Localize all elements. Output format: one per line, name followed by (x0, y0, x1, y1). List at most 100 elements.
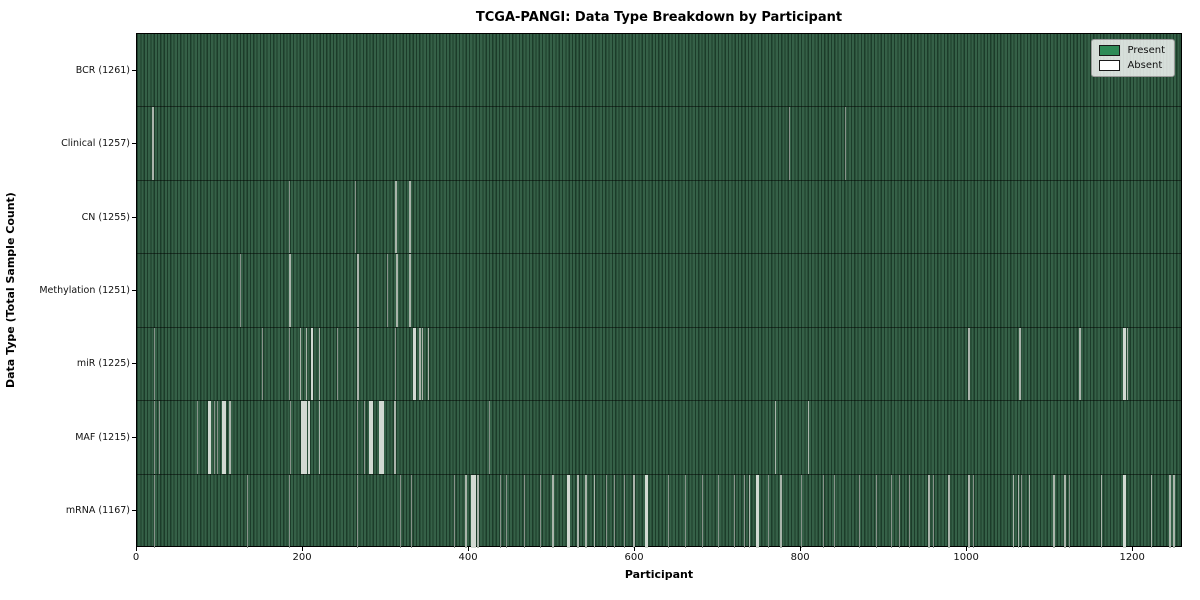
absent-mark (718, 474, 720, 548)
absent-mark (701, 474, 703, 548)
absent-mark (1017, 474, 1020, 548)
row-band-bcr (137, 34, 1181, 108)
absent-mark (909, 474, 911, 548)
absent-mark (159, 401, 161, 474)
absent-mark (743, 474, 745, 548)
x-tick-label-1200: 1200 (1119, 552, 1145, 563)
row-band-maf (137, 401, 1181, 475)
x-tick-label-800: 800 (790, 552, 810, 563)
absent-mark (967, 474, 970, 548)
absent-mark (488, 401, 490, 474)
absent-mark (247, 474, 249, 548)
absent-mark (539, 474, 541, 548)
absent-mark (967, 327, 970, 401)
absent-mark (1100, 474, 1103, 548)
x-tick-mark (136, 547, 137, 551)
absent-mark (859, 474, 861, 548)
absent-mark (369, 401, 373, 474)
absent-mark (386, 254, 388, 327)
absent-mark (221, 401, 226, 474)
absent-mark (364, 401, 366, 474)
x-tick-label-200: 200 (292, 552, 312, 563)
absent-mark (1168, 474, 1171, 548)
x-tick-mark (468, 547, 470, 551)
absent-mark (153, 401, 155, 474)
y-tick-mark (132, 216, 136, 218)
absent-mark (310, 327, 313, 401)
absent-mark (613, 474, 615, 548)
absent-mark (845, 107, 847, 180)
absent-mark (216, 401, 218, 474)
absent-mark (1053, 474, 1056, 548)
absent-mark (196, 401, 198, 474)
absent-mark (499, 474, 501, 548)
absent-mark (239, 254, 241, 327)
plot-area: Present Absent (136, 33, 1182, 548)
absent-mark (585, 474, 587, 548)
absent-mark (1079, 327, 1081, 401)
absent-mark (756, 474, 759, 548)
absent-mark (400, 474, 402, 548)
absent-mark (409, 254, 411, 327)
absent-mark (379, 401, 384, 474)
absent-mark (1028, 474, 1031, 548)
y-tick-mark (132, 363, 136, 365)
absent-mark (1069, 474, 1071, 548)
absent-mark (624, 474, 626, 548)
y-tick-label-cn: CN (1255) (81, 211, 130, 223)
legend-label: Absent (1127, 60, 1163, 71)
absent-mark (788, 107, 790, 180)
absent-mark (567, 474, 571, 548)
legend-swatch-absent (1099, 60, 1121, 71)
absent-mark (1126, 327, 1129, 401)
absent-mark (523, 474, 525, 548)
absent-mark (208, 401, 211, 474)
absent-mark (733, 474, 735, 548)
absent-mark (409, 180, 411, 254)
absent-mark (151, 107, 154, 180)
absent-mark (668, 474, 670, 548)
absent-mark (289, 401, 291, 474)
absent-mark (464, 474, 467, 548)
x-axis-label: Participant (624, 568, 694, 581)
absent-mark (394, 401, 396, 474)
y-tick-mark (132, 290, 136, 291)
absent-mark (153, 327, 155, 401)
y-tick-label-mrna: mRNA (1167) (65, 505, 130, 517)
absent-mark (822, 474, 824, 548)
absent-mark (261, 327, 263, 401)
absent-mark (337, 327, 339, 401)
row-band-mir (137, 327, 1181, 402)
absent-mark (506, 474, 508, 548)
y-tick-label-clinical: Clinical (1257) (61, 138, 130, 150)
absent-mark (288, 474, 290, 548)
absent-mark (1150, 474, 1153, 548)
absent-mark (780, 474, 783, 548)
legend-entry-absent: Absent (1099, 60, 1165, 71)
absent-mark (593, 474, 596, 548)
absent-mark (153, 474, 155, 548)
absent-mark (948, 474, 950, 548)
y-tick-label-bcr: BCR (1261) (75, 64, 130, 76)
absent-mark (305, 327, 308, 401)
absent-mark (972, 474, 974, 548)
absent-mark (318, 401, 321, 474)
row-band-clinical (137, 107, 1181, 181)
absent-mark (396, 254, 398, 327)
absent-mark (834, 474, 836, 548)
absent-mark (684, 474, 686, 548)
absent-mark (767, 474, 769, 548)
absent-mark (606, 474, 608, 548)
absent-mark (1012, 474, 1015, 548)
row-band-cn (137, 180, 1181, 255)
chart-title: TCGA-PANGI: Data Type Breakdown by Parti… (475, 10, 843, 25)
absent-mark (288, 180, 290, 254)
absent-mark (890, 474, 892, 548)
absent-mark (933, 474, 935, 548)
absent-mark (395, 327, 397, 401)
absent-mark (633, 474, 636, 548)
absent-mark (1021, 474, 1023, 548)
legend: Present Absent (1091, 39, 1175, 77)
absent-mark (1173, 474, 1175, 548)
